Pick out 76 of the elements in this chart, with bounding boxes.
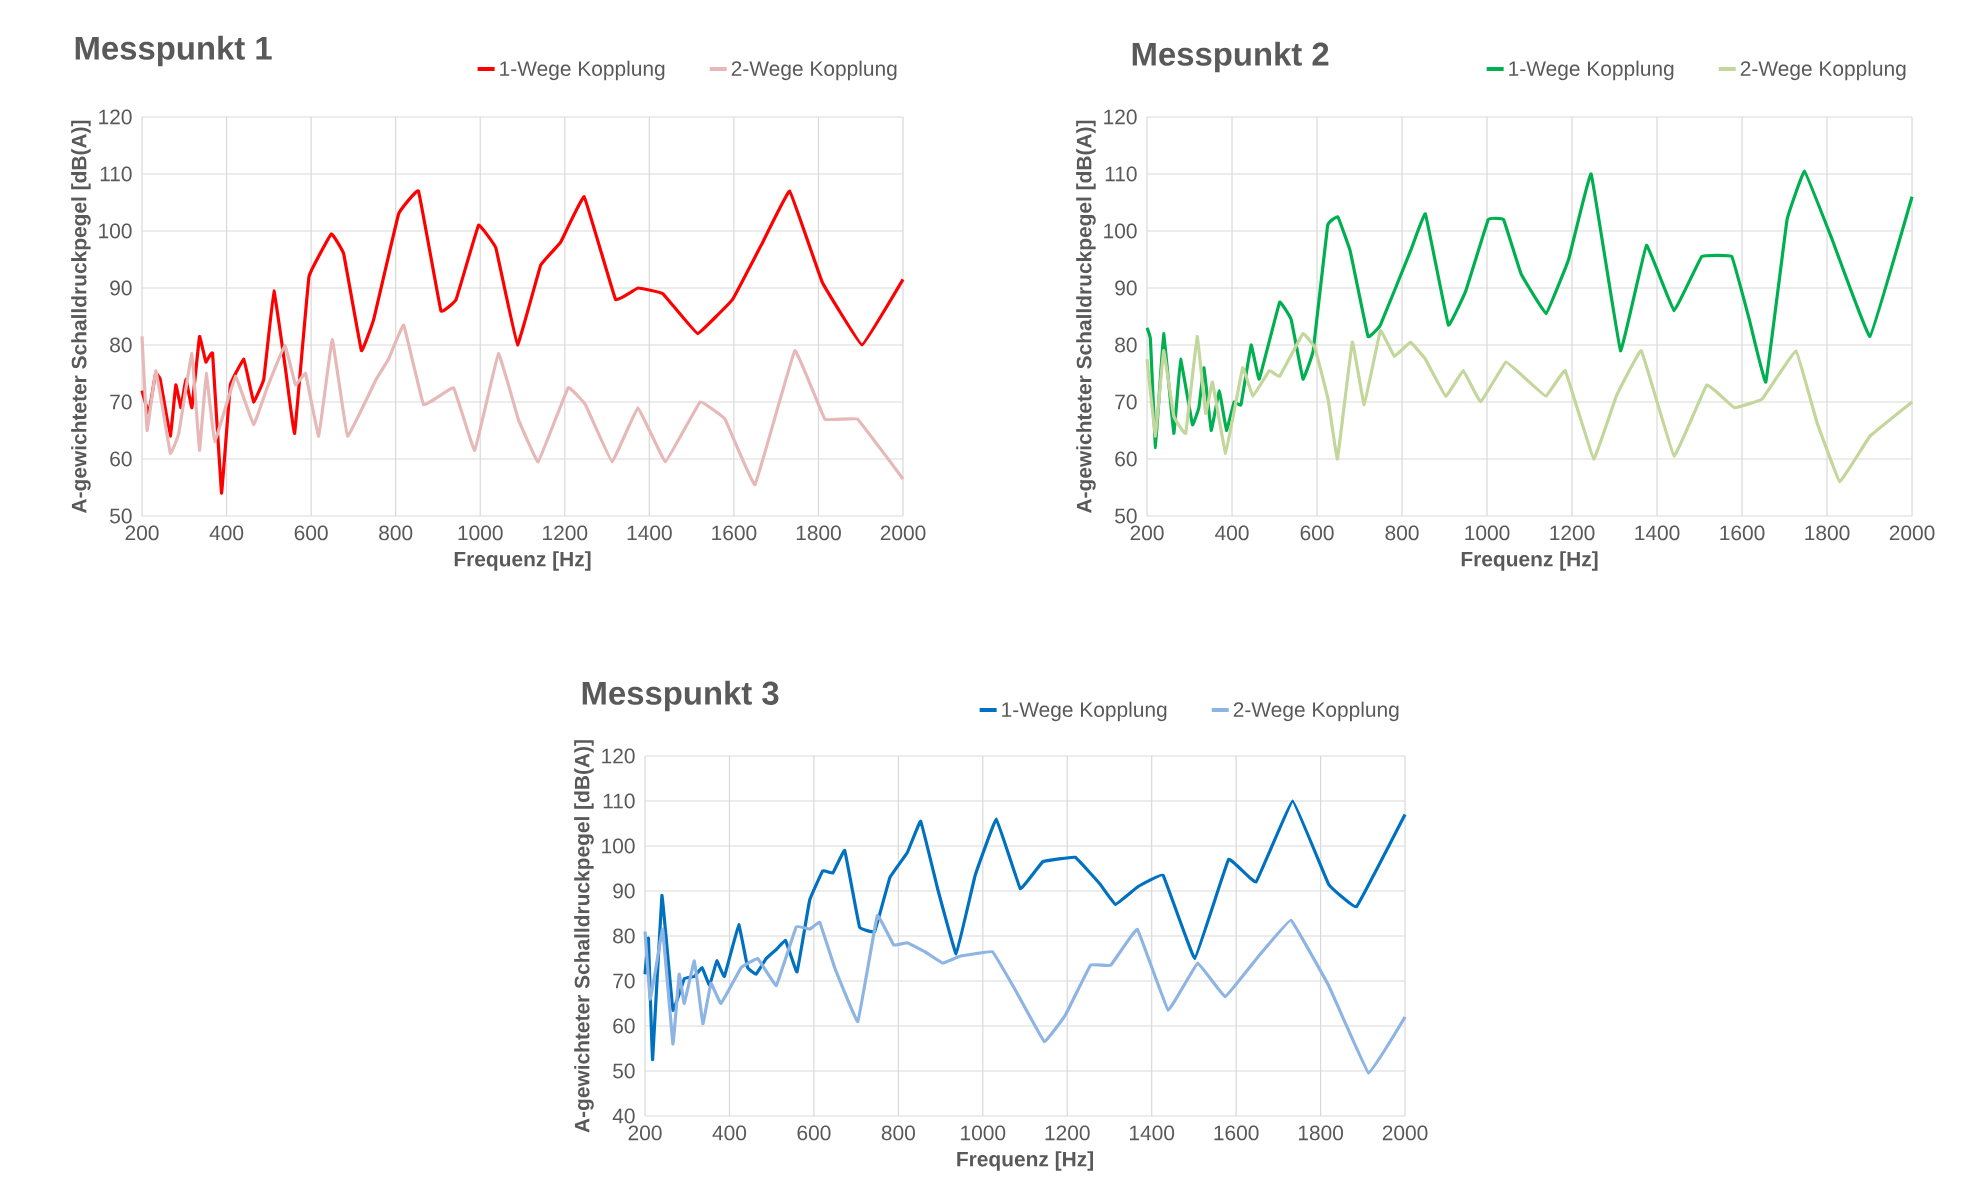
- x-tick-label: 400: [209, 525, 244, 541]
- x-tick-label: 1400: [1130, 1125, 1175, 1141]
- x-tick-label: 1000: [961, 1125, 1006, 1141]
- y-tick-label: 70: [1115, 394, 1137, 410]
- x-tick-label: 1400: [1635, 525, 1680, 541]
- y-tick-label: 110: [603, 793, 635, 809]
- line-series: [643, 914, 1407, 1075]
- y-tick-label: 40: [612, 1108, 635, 1124]
- y-tick-label: 60: [613, 1018, 635, 1034]
- legend-label: 1-Wege Kopplung: [1509, 60, 1674, 81]
- y-tick-label: 100: [99, 223, 132, 239]
- y-tick-label: 100: [602, 838, 635, 854]
- x-tick-label: 1600: [1720, 525, 1765, 541]
- legend-label: 2-Wege Kopplung: [1740, 60, 1906, 81]
- x-tick-label: 1800: [1298, 1125, 1344, 1141]
- line-series: [643, 799, 1407, 1062]
- x-tick-label: 1000: [458, 525, 503, 541]
- chart-title: Messpunkt 3: [582, 680, 779, 712]
- y-tick-label: 60: [1115, 451, 1137, 467]
- x-axis-title: Frequenz [Hz]: [454, 551, 591, 571]
- legend-label: 1-Wege Kopplung: [1002, 701, 1167, 722]
- chart-title: Messpunkt 1: [75, 35, 272, 67]
- legend-label: 2-Wege Kopplung: [731, 60, 897, 81]
- y-tick-label: 120: [1104, 109, 1137, 125]
- x-tick-label: 400: [1215, 525, 1249, 541]
- y-axis-title: A-gewichteter Schalldruckpegel [dB(A)]: [71, 120, 91, 514]
- x-tick-label: 600: [294, 525, 328, 541]
- x-tick-label: 1600: [712, 525, 757, 541]
- y-tick-label: 90: [613, 883, 635, 899]
- x-tick-label: 1200: [1045, 1125, 1090, 1141]
- line-series: [140, 189, 905, 495]
- y-tick-label: 80: [613, 928, 635, 944]
- x-tick-label: 800: [1385, 525, 1419, 541]
- line-series: [1145, 169, 1914, 450]
- x-tick-label: 600: [1300, 525, 1334, 541]
- y-tick-label: 120: [99, 109, 132, 125]
- x-tick-label: 600: [797, 1125, 831, 1141]
- y-tick-label: 50: [613, 1063, 635, 1079]
- y-tick-label: 110: [1105, 166, 1137, 182]
- x-axis-title: Frequenz [Hz]: [957, 1151, 1093, 1171]
- y-tick-label: 90: [1115, 280, 1137, 296]
- y-axis-title: A-gewichteter Schalldruckpegel [dB(A)]: [574, 740, 594, 1133]
- x-tick-label: 2000: [1889, 525, 1935, 541]
- x-axis-title: Frequenz [Hz]: [1461, 551, 1598, 571]
- x-tick-label: 1400: [627, 525, 672, 541]
- y-axis-title: A-gewichteter Schalldruckpegel [dB(A)]: [1076, 120, 1096, 514]
- x-tick-label: 200: [1130, 525, 1164, 541]
- y-tick-label: 120: [602, 748, 635, 764]
- x-tick-label: 1600: [1214, 1125, 1259, 1141]
- x-tick-label: 1800: [1805, 525, 1850, 541]
- line-series: [1145, 329, 1914, 484]
- y-tick-label: 90: [110, 280, 132, 296]
- x-tick-label: 2000: [1382, 1125, 1428, 1141]
- legend-label: 2-Wege Kopplung: [1233, 701, 1399, 722]
- x-tick-label: 800: [881, 1125, 915, 1141]
- x-tick-label: 200: [628, 1125, 662, 1141]
- y-tick-label: 80: [1115, 337, 1137, 353]
- x-tick-label: 1200: [1550, 525, 1595, 541]
- line-series: [140, 323, 905, 487]
- y-tick-label: 50: [1115, 508, 1137, 524]
- chart-title: Messpunkt 2: [1132, 41, 1329, 73]
- y-tick-label: 110: [100, 166, 132, 182]
- x-tick-label: 1000: [1465, 525, 1510, 541]
- x-tick-label: 400: [712, 1125, 747, 1141]
- y-tick-label: 80: [110, 337, 132, 353]
- y-tick-label: 70: [110, 394, 132, 410]
- x-tick-label: 200: [125, 525, 159, 541]
- y-tick-label: 50: [110, 508, 132, 524]
- x-tick-label: 1800: [796, 525, 841, 541]
- y-tick-label: 70: [613, 973, 635, 989]
- y-tick-label: 100: [1104, 223, 1137, 239]
- y-tick-label: 60: [110, 451, 132, 467]
- legend-label: 1-Wege Kopplung: [500, 60, 665, 81]
- x-tick-label: 2000: [880, 525, 926, 541]
- x-tick-label: 800: [379, 525, 413, 541]
- x-tick-label: 1200: [543, 525, 588, 541]
